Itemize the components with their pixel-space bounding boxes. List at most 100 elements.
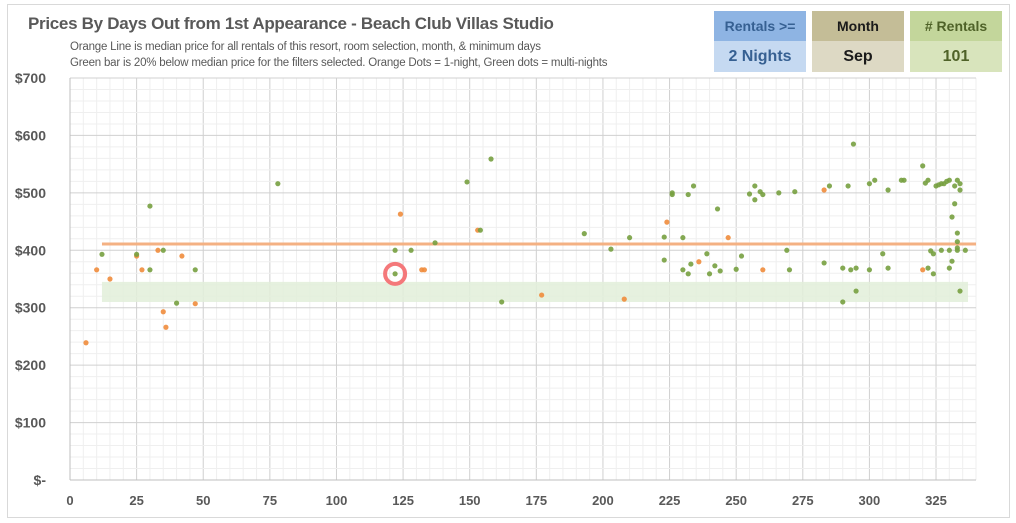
multi-night-dot [866,181,873,187]
one-night-dot [821,187,827,193]
multi-night-dot [946,247,952,253]
multi-night-dot [581,231,587,237]
x-tick-label: 300 [859,493,881,508]
y-tick-label: $200 [15,357,46,373]
y-tick-label: $600 [15,127,46,143]
multi-night-dot [949,214,955,220]
multi-night-dot [134,251,140,257]
filter-rentals-min[interactable]: Rentals >= 2 Nights [714,11,806,72]
multi-night-dot [954,239,960,245]
one-night-dot [621,296,627,302]
multi-night-dot [608,246,614,252]
multi-night-dot [661,257,667,263]
multi-night-dot [840,299,846,305]
subtitle-line-2: Green bar is 20% below median price for … [70,57,608,69]
multi-night-dot [464,179,470,185]
multi-night-dot [930,251,936,257]
multi-night-dot [853,265,859,271]
multi-night-dot [147,203,153,209]
one-night-dot [539,292,545,298]
x-tick-label: 100 [326,493,348,508]
one-night-dot [179,253,185,259]
multi-night-dot [392,271,398,277]
y-tick-label: $400 [15,242,46,258]
one-night-dot [760,267,766,273]
y-tick-label: $300 [15,300,46,316]
multi-night-dot [626,235,633,241]
x-tick-label: 150 [459,493,481,508]
one-night-dot [160,309,166,315]
multi-night-dot [192,267,198,273]
multi-night-dot [845,183,851,189]
rental-count: # Rentals 101 [910,11,1002,72]
multi-night-dot [952,201,958,207]
multi-night-dot [717,268,723,274]
multi-night-dot [840,265,846,271]
filter-month[interactable]: Month Sep [812,11,904,72]
x-tick-label: 0 [66,493,73,508]
x-tick-label: 275 [792,493,814,508]
multi-night-dot [173,300,180,306]
subtitle-line-1: Orange Line is median price for all rent… [70,41,541,53]
chart-border [7,4,1010,518]
multi-night-dot [866,267,873,273]
x-tick-label: 125 [392,493,414,508]
x-tick-label: 250 [725,493,747,508]
multi-night-dot [821,260,827,266]
multi-night-dot [685,191,691,198]
x-tick-label: 50 [196,493,210,508]
multi-night-dot [704,251,710,257]
filter-value[interactable]: 2 Nights [714,41,806,72]
discount-band [101,281,969,302]
one-night-dot [83,340,89,346]
multi-night-dot [746,191,753,197]
one-night-dot [107,276,113,282]
multi-night-dot [826,183,833,189]
multi-night-dot [738,253,745,259]
multi-night-dot [714,206,721,212]
multi-night-dot [680,235,686,241]
multi-night-dot [752,183,758,189]
multi-night-dot [776,190,782,196]
multi-night-dot [957,181,963,187]
filter-label: Month [812,11,904,41]
one-night-dot [421,267,428,273]
y-tick-label: $100 [15,415,46,431]
filter-value[interactable]: Sep [812,41,904,72]
y-tick-label: $- [34,472,47,488]
multi-night-dot [938,247,944,253]
multi-night-dot [885,265,891,271]
multi-night-dot [930,271,936,277]
multi-night-dot [661,234,667,240]
multi-night-dot [784,247,790,253]
multi-night-dot [688,261,694,267]
multi-night-dot [160,247,166,253]
x-tick-label: 325 [925,493,947,508]
one-night-dot [94,267,100,273]
multi-night-dot [901,177,907,183]
y-tick-label: $700 [15,70,46,86]
one-night-dot [920,267,926,273]
multi-night-dot [733,266,739,272]
y-tick-label: $500 [15,185,46,201]
highlight-circle [383,261,408,286]
multi-night-dot [690,183,697,189]
multi-night-dot [408,247,414,253]
multi-night-dot [275,181,281,187]
multi-night-dot [957,288,963,294]
multi-night-dot [954,247,960,253]
multi-night-dot [949,258,955,264]
filter-value: 101 [910,41,1002,72]
multi-night-dot [848,267,854,273]
multi-night-dot [872,177,878,183]
multi-night-dot [669,191,675,198]
x-tick-label: 225 [659,493,681,508]
multi-night-dot [946,265,952,271]
multi-night-dot [954,230,960,236]
multi-night-dot [752,197,758,203]
x-tick-label: 200 [592,493,614,508]
multi-night-dot [853,288,859,294]
multi-night-dot [712,263,718,269]
